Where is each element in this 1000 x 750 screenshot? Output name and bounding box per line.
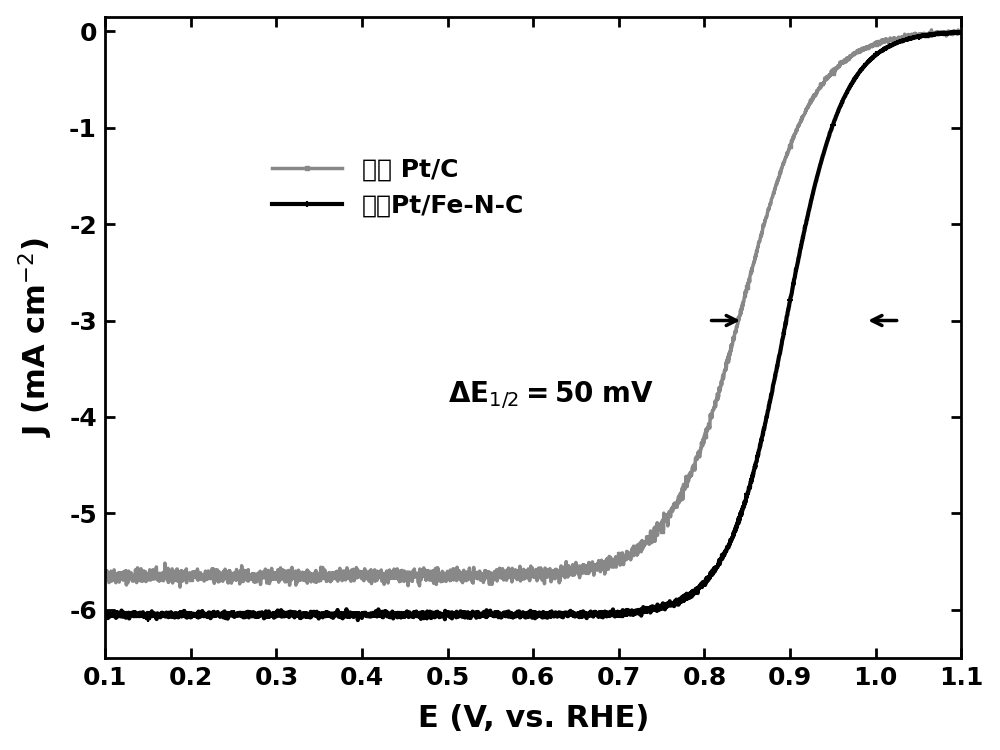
- 商业 Pt/C: [925, 26, 937, 34]
- 商业 Pt/C: [955, 28, 967, 37]
- 自制Pt/Fe-N-C: [197, 610, 209, 619]
- 自制Pt/Fe-N-C: [465, 608, 477, 617]
- 商业 Pt/C: [248, 570, 260, 579]
- Line: 商业 Pt/C: 商业 Pt/C: [104, 28, 963, 589]
- 商业 Pt/C: [846, 50, 858, 59]
- 自制Pt/Fe-N-C: [955, 28, 967, 38]
- 自制Pt/Fe-N-C: [951, 28, 963, 37]
- X-axis label: E (V, vs. RHE): E (V, vs. RHE): [418, 704, 649, 734]
- 商业 Pt/C: [197, 573, 209, 582]
- 自制Pt/Fe-N-C: [352, 616, 364, 625]
- 自制Pt/Fe-N-C: [846, 78, 858, 87]
- 自制Pt/Fe-N-C: [99, 610, 111, 620]
- 商业 Pt/C: [99, 570, 111, 579]
- 商业 Pt/C: [939, 28, 951, 37]
- Line: 自制Pt/Fe-N-C: 自制Pt/Fe-N-C: [102, 29, 964, 622]
- 商业 Pt/C: [174, 583, 186, 592]
- 自制Pt/Fe-N-C: [939, 29, 951, 38]
- 自制Pt/Fe-N-C: [248, 610, 260, 620]
- 商业 Pt/C: [465, 572, 477, 580]
- Y-axis label: J (mA cm$^{-2}$): J (mA cm$^{-2}$): [17, 238, 55, 437]
- Text: $\mathbf{\Delta}$$\mathbf{E}_{1/2}$$\mathbf{=50\ mV}$: $\mathbf{\Delta}$$\mathbf{E}_{1/2}$$\mat…: [448, 380, 654, 411]
- 商业 Pt/C: [428, 579, 440, 588]
- 自制Pt/Fe-N-C: [428, 613, 440, 622]
- Legend: 商业 Pt/C, 自制Pt/Fe-N-C: 商业 Pt/C, 自制Pt/Fe-N-C: [272, 158, 524, 218]
